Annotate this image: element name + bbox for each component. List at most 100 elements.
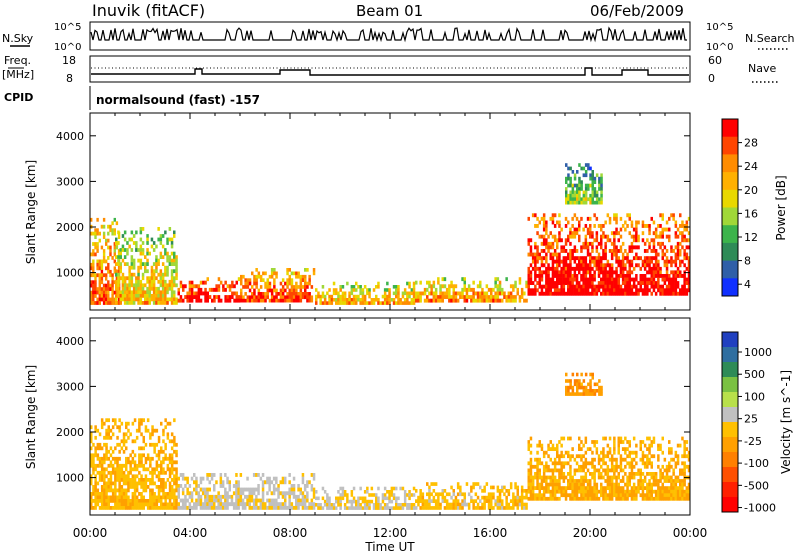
echo-cell (116, 467, 119, 472)
echo-cell (127, 456, 130, 461)
echo-cell (248, 494, 251, 499)
echo-cell (375, 294, 378, 299)
echo-cell (621, 270, 625, 275)
echo-cell (253, 274, 256, 279)
echo-cell (255, 298, 258, 303)
echo-cell (266, 292, 269, 296)
echo-cell (308, 278, 311, 282)
echo-cell (481, 287, 484, 292)
echo-cell (663, 259, 667, 264)
echo-cell (536, 450, 539, 455)
echo-cell (441, 495, 444, 500)
echo-cell (109, 453, 113, 458)
echo-cell (96, 262, 99, 267)
echo-cell (284, 480, 287, 485)
echo-cell (615, 270, 618, 275)
echo-cell (92, 470, 95, 475)
echo-cell (595, 263, 599, 268)
echo-cell (461, 277, 464, 282)
echo-cell (155, 258, 158, 263)
echo-cell (328, 301, 331, 305)
echo-cell (244, 502, 247, 507)
echo-cell (151, 428, 154, 433)
echo-cell (111, 492, 115, 496)
echo-cell (257, 487, 260, 492)
echo-cell (670, 256, 673, 261)
echo-cell (113, 228, 116, 233)
echo-cell (534, 288, 537, 293)
echo-cell (235, 298, 238, 303)
echo-cell (332, 291, 336, 296)
echo-cell (624, 436, 627, 441)
echo-cell (567, 252, 570, 257)
echo-cell (520, 495, 524, 500)
echo-cell (103, 474, 106, 479)
echo-cell (90, 252, 93, 257)
echo-cell (175, 265, 178, 270)
echo-cell (386, 301, 389, 305)
echo-cell (383, 294, 387, 299)
echo-cell (571, 187, 575, 191)
echo-cell (670, 457, 673, 462)
echo-cell (630, 457, 634, 462)
echo-cell (146, 262, 149, 266)
echo-cell (679, 482, 682, 487)
echo-cell (456, 298, 460, 303)
echo-cell (573, 457, 577, 462)
echo-cell (648, 270, 651, 275)
echo-cell (195, 487, 198, 492)
echo-cell (375, 298, 378, 302)
echo-cell (150, 265, 154, 270)
echo-cell (193, 295, 196, 299)
echo-cell (665, 486, 669, 490)
power-colorbar-tick: 8 (744, 255, 751, 268)
echo-cell (430, 284, 433, 289)
echo-cell (115, 269, 118, 274)
echo-cell (341, 294, 345, 299)
echo-cell (90, 463, 93, 468)
echo-cell (617, 464, 620, 469)
echo-cell (639, 284, 642, 289)
echo-cell (160, 421, 163, 426)
date-title: 06/Feb/2009 (590, 2, 684, 20)
echo-cell (635, 256, 638, 261)
echo-cell (388, 506, 391, 510)
echo-cell (639, 277, 642, 282)
echo-cell (105, 502, 108, 507)
echo-cell (100, 499, 104, 503)
echo-cell (652, 496, 656, 501)
echo-cell (626, 489, 629, 494)
echo-cell (129, 481, 132, 486)
echo-cell (129, 453, 132, 458)
echo-cell (157, 449, 161, 454)
echo-cell (166, 297, 169, 302)
echo-cell (569, 234, 572, 239)
echo-cell (137, 265, 140, 270)
echo-cell (580, 245, 583, 250)
echo-cell (277, 292, 280, 296)
echo-cell (90, 502, 93, 507)
echo-cell (558, 256, 561, 261)
echo-cell (534, 486, 537, 490)
echo-cell (299, 491, 302, 496)
echo-cell (560, 266, 563, 271)
echo-cell (114, 418, 117, 423)
echo-cell (604, 468, 607, 473)
echo-cell (641, 461, 645, 466)
echo-cell (670, 277, 673, 282)
echo-cell (379, 506, 382, 510)
echo-cell (575, 468, 579, 473)
echo-cell (137, 301, 140, 305)
echo-cell (105, 456, 108, 461)
echo-cell (98, 276, 101, 281)
echo-cell (582, 266, 585, 271)
x-tick-label: 12:00 (373, 526, 408, 540)
echo-cell (213, 498, 216, 503)
power-echoes-region-3 (240, 268, 316, 303)
echo-cell (133, 478, 137, 482)
echo-cell (476, 291, 480, 296)
echo-cell (215, 295, 218, 299)
echo-cell (676, 245, 680, 250)
echo-cell (584, 372, 588, 377)
echo-cell (105, 435, 108, 440)
